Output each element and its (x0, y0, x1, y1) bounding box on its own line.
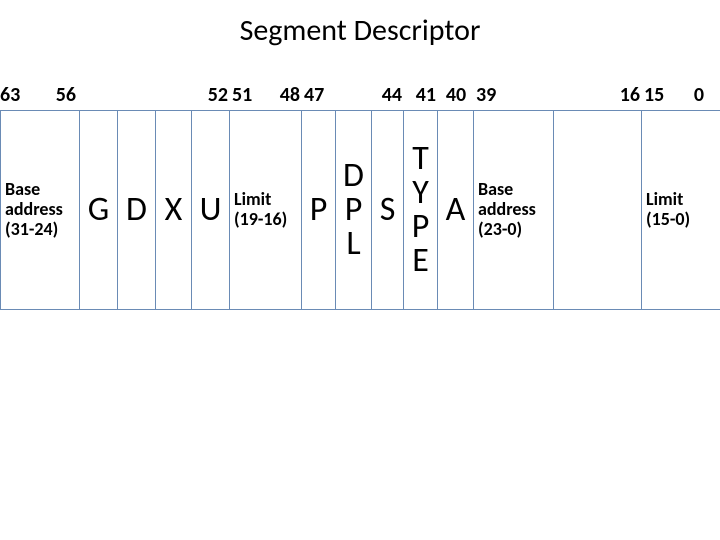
bit-16: 16 (504, 80, 642, 110)
label: (31-24) (5, 220, 58, 240)
field-limit-19-16: Limit (19-16) (230, 111, 302, 309)
label: P (310, 193, 328, 227)
label: A (446, 193, 466, 227)
bit-52: 52 (192, 80, 230, 110)
bit-63: 63 (0, 80, 18, 110)
label: (19-16) (234, 210, 287, 230)
field-row: Base address (31-24) G D X U Limit (19-1… (0, 110, 720, 310)
label: L (346, 227, 360, 261)
label: address (5, 200, 63, 220)
field-base-31-24: Base address (31-24) (0, 111, 80, 309)
label: P (345, 193, 363, 227)
page-title: Segment Descriptor (0, 12, 720, 49)
bit-40: 40 (438, 80, 474, 110)
bit-56: 56 (18, 80, 80, 110)
field-type: T Y P E (404, 111, 438, 309)
label: Y (412, 176, 429, 210)
label: X (165, 193, 183, 227)
field-d: D (118, 111, 156, 309)
label: E (412, 244, 429, 278)
field-g: G (80, 111, 118, 309)
field-p: P (302, 111, 336, 309)
label: (23-0) (478, 220, 522, 240)
field-spacer (554, 111, 642, 309)
label: G (88, 193, 109, 227)
label: D (343, 159, 364, 193)
label: P (412, 210, 430, 244)
label: address (478, 200, 536, 220)
bit-41: 41 (404, 80, 438, 110)
field-dpl: D P L (336, 111, 372, 309)
bit-47: 47 (302, 80, 336, 110)
bit-44: 44 (372, 80, 404, 110)
label: U (200, 193, 222, 227)
field-x: X (156, 111, 192, 309)
label: D (126, 193, 147, 227)
field-limit-15-0: Limit (15-0) (642, 111, 708, 309)
label: (15-0) (646, 210, 690, 230)
bit-position-row: 63 56 52 51 48 47 44 41 40 39 16 15 0 (0, 80, 720, 110)
label: S (380, 193, 396, 227)
field-a: A (438, 111, 474, 309)
bit-39: 39 (474, 80, 504, 110)
field-base-23-0: Base address (23-0) (474, 111, 554, 309)
bit-0: 0 (670, 80, 708, 110)
bit-48: 48 (260, 80, 302, 110)
bit-51: 51 (230, 80, 260, 110)
field-u: U (192, 111, 230, 309)
label: T (412, 142, 429, 176)
field-s: S (372, 111, 404, 309)
bit-15: 15 (642, 80, 670, 110)
segment-descriptor-diagram: 63 56 52 51 48 47 44 41 40 39 16 15 0 Ba… (0, 80, 720, 310)
